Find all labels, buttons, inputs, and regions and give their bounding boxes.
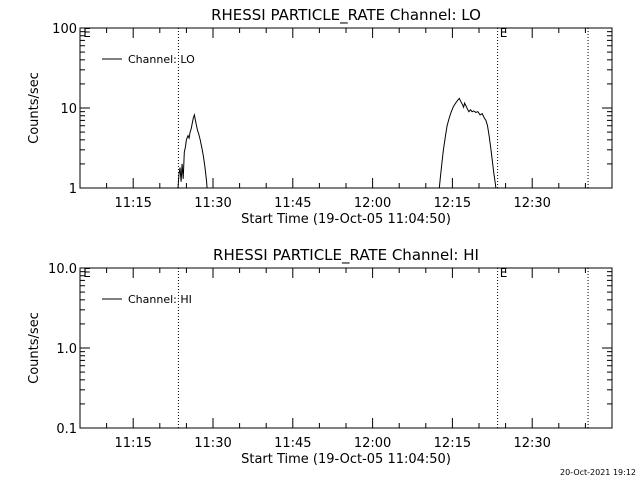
event-marker-label: E bbox=[500, 266, 508, 280]
y-tick-label: 0.1 bbox=[56, 422, 77, 437]
x-tick-label: 11:45 bbox=[274, 436, 311, 451]
chart-title: RHESSI PARTICLE_RATE Channel: HI bbox=[213, 246, 479, 265]
y-tick-label: 1 bbox=[69, 182, 77, 197]
x-tick-label: 11:15 bbox=[114, 436, 151, 451]
legend-entry: Channel: HI bbox=[128, 293, 192, 306]
event-marker-label: E bbox=[83, 26, 91, 40]
x-tick-label: 11:30 bbox=[194, 436, 231, 451]
event-marker-label: E bbox=[500, 26, 508, 40]
y-tick-label: 1.0 bbox=[56, 342, 77, 357]
x-tick-label: 11:30 bbox=[194, 196, 231, 211]
footer-timestamp: 20-Oct-2021 19:12 bbox=[560, 468, 636, 477]
series-line bbox=[177, 112, 208, 188]
y-tick-label: 100 bbox=[52, 22, 77, 37]
series-group bbox=[177, 97, 497, 188]
chart-title: RHESSI PARTICLE_RATE Channel: LO bbox=[211, 6, 481, 25]
y-axis-label: Counts/sec bbox=[27, 312, 42, 384]
plot-frame bbox=[79, 267, 613, 429]
x-tick-label: 12:15 bbox=[434, 436, 471, 451]
x-tick-label: 12:00 bbox=[354, 436, 391, 451]
x-tick-label: 12:30 bbox=[513, 436, 550, 451]
y-axis-label: Counts/sec bbox=[27, 72, 42, 144]
x-tick-label: 12:30 bbox=[513, 196, 550, 211]
x-tick-label: 12:15 bbox=[434, 196, 471, 211]
x-tick-label: 11:15 bbox=[114, 196, 151, 211]
event-marker-label: E bbox=[83, 266, 91, 280]
x-tick-label: 11:45 bbox=[274, 196, 311, 211]
legend-entry: Channel: LO bbox=[128, 53, 195, 66]
y-tick-label: 10 bbox=[60, 102, 77, 117]
x-axis-label: Start Time (19-Oct-05 11:04:50) bbox=[241, 212, 451, 227]
plot-frame bbox=[79, 27, 613, 189]
chart-panel-1: RHESSI PARTICLE_RATE Channel: LO 1 10 100 Co… bbox=[27, 6, 613, 227]
x-tick-label: 12:00 bbox=[354, 196, 391, 211]
chart-panel-2: RHESSI PARTICLE_RATE Channel: HI 0.1 1.0 10… bbox=[27, 246, 613, 467]
series-line bbox=[438, 97, 497, 188]
x-axis-label: Start Time (19-Oct-05 11:04:50) bbox=[241, 452, 451, 467]
y-tick-label: 10.0 bbox=[48, 262, 77, 277]
